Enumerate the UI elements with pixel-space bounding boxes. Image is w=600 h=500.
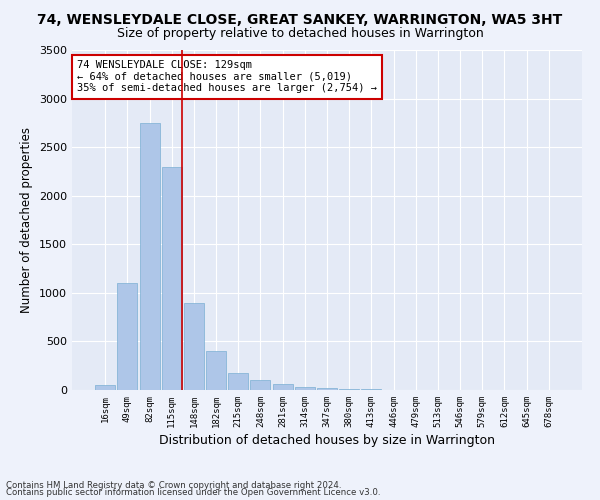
Text: Contains public sector information licensed under the Open Government Licence v3: Contains public sector information licen… [6, 488, 380, 497]
Bar [95, 385, 115, 390]
Bar [206, 351, 226, 390]
Bar [295, 386, 315, 390]
Text: 74 WENSLEYDALE CLOSE: 129sqm
← 64% of detached houses are smaller (5,019)
35% of: 74 WENSLEYDALE CLOSE: 129sqm ← 64% of de… [77, 60, 377, 94]
Bar [162, 166, 182, 390]
Y-axis label: Number of detached properties: Number of detached properties [20, 127, 34, 313]
Bar [228, 373, 248, 390]
X-axis label: Distribution of detached houses by size in Warrington: Distribution of detached houses by size … [159, 434, 495, 447]
Bar [118, 283, 137, 390]
Bar [317, 388, 337, 390]
Bar [184, 302, 204, 390]
Text: 74, WENSLEYDALE CLOSE, GREAT SANKEY, WARRINGTON, WA5 3HT: 74, WENSLEYDALE CLOSE, GREAT SANKEY, WAR… [37, 12, 563, 26]
Text: Contains HM Land Registry data © Crown copyright and database right 2024.: Contains HM Land Registry data © Crown c… [6, 480, 341, 490]
Bar [339, 389, 359, 390]
Bar [140, 123, 160, 390]
Text: Size of property relative to detached houses in Warrington: Size of property relative to detached ho… [116, 28, 484, 40]
Bar [272, 384, 293, 390]
Bar [250, 380, 271, 390]
